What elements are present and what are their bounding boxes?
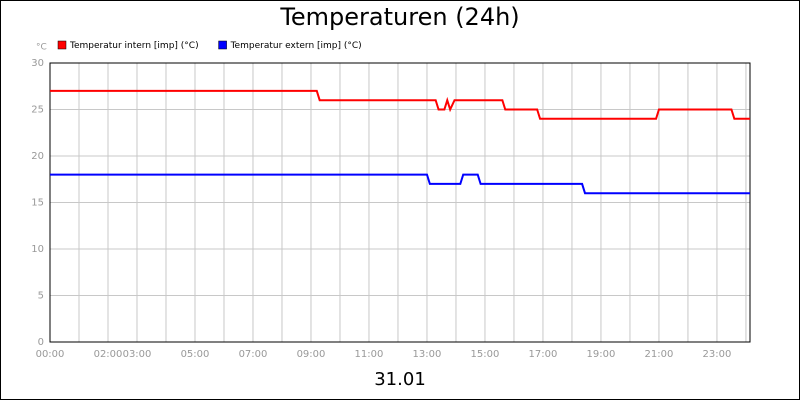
legend-swatch <box>218 40 227 50</box>
x-tick-label: 19:00 <box>587 349 616 360</box>
x-tick-label: 05:00 <box>181 349 210 360</box>
x-tick-label: 11:00 <box>355 349 384 360</box>
legend-label: Temperatur intern [imp] (°C) <box>69 41 199 51</box>
x-tick-label: 03:00 <box>123 349 152 360</box>
x-axis-label: 31.01 <box>374 369 426 390</box>
x-tick-label: 21:00 <box>645 349 674 360</box>
x-tick-label: 17:00 <box>529 349 558 360</box>
y-tick-label: 25 <box>31 105 44 116</box>
y-tick-label: 15 <box>31 198 44 209</box>
y-tick-label: 30 <box>31 58 44 69</box>
y-tick-label: 5 <box>38 291 44 302</box>
series-line <box>50 89 750 120</box>
x-tick-label: 00:00 <box>36 349 65 360</box>
x-tick-label: 07:00 <box>239 349 268 360</box>
legend-swatch <box>57 40 67 50</box>
x-tick-label: 15:00 <box>471 349 500 360</box>
x-tick-label: 23:00 <box>703 349 732 360</box>
chart-title: Temperaturen (24h) <box>279 3 519 31</box>
y-tick-label: 20 <box>31 151 44 162</box>
x-tick-label: 09:00 <box>297 349 326 360</box>
y-tick-label: 0 <box>38 337 44 348</box>
x-tick-label: 13:00 <box>413 349 442 360</box>
y-axis-unit: °C <box>36 43 47 53</box>
plot-border <box>49 62 751 343</box>
legend-label: Temperatur extern [imp] (°C) <box>230 41 362 51</box>
series-line <box>50 173 750 195</box>
x-tick-label: 02:00 <box>94 349 123 360</box>
y-tick-label: 10 <box>31 244 44 255</box>
